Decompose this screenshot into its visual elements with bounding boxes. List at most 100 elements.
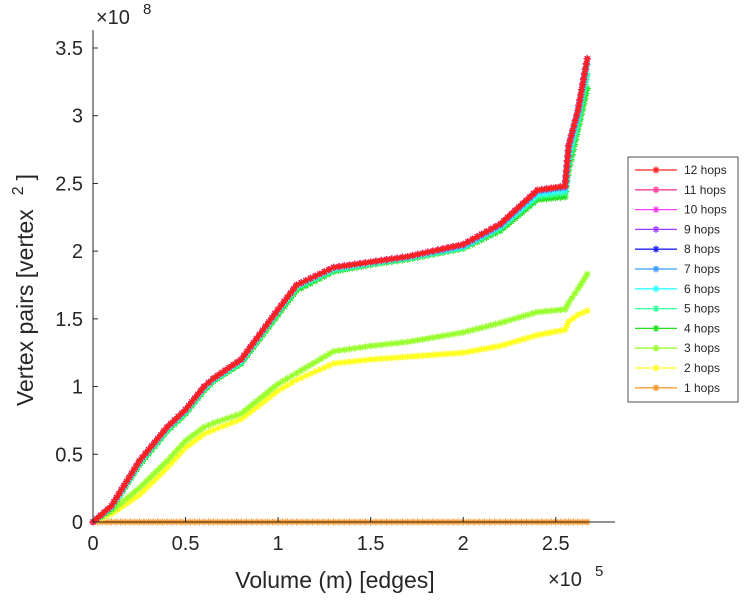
data-point-marker: [240, 351, 248, 359]
data-point-marker: [398, 353, 406, 361]
data-point-marker: [571, 290, 579, 298]
data-point-marker: [377, 355, 385, 363]
data-point-marker: [439, 245, 447, 253]
legend-marker-icon: [652, 166, 660, 174]
data-point-marker: [578, 86, 586, 94]
data-point-marker: [185, 441, 193, 449]
data-point-marker: [286, 289, 294, 297]
y-tick-label: 3: [72, 106, 83, 128]
data-point-marker: [330, 263, 338, 271]
data-point-marker: [356, 357, 364, 365]
data-point-marker: [565, 318, 573, 326]
legend-marker-icon: [652, 344, 660, 352]
data-point-marker: [482, 344, 490, 352]
series-line: [92, 58, 589, 523]
data-point-marker: [205, 379, 213, 387]
data-point-marker: [297, 374, 305, 382]
data-point-marker: [583, 55, 591, 63]
data-point-marker: [576, 281, 584, 289]
data-point-marker: [383, 256, 391, 264]
data-point-marker: [270, 390, 278, 398]
data-point-marker: [182, 444, 190, 452]
data-point-marker: [547, 328, 555, 336]
y-tick-label: 0: [72, 512, 83, 534]
data-point-marker: [271, 310, 279, 318]
legend-item: 8 hops: [635, 242, 720, 256]
x-tick-label: 2.5: [542, 533, 570, 555]
legend-marker-icon: [652, 186, 660, 194]
data-point-marker: [571, 116, 579, 124]
data-point-marker: [424, 351, 432, 359]
data-point-marker: [568, 294, 576, 302]
data-point-marker: [200, 423, 208, 431]
data-point-marker: [434, 333, 442, 341]
data-point-marker: [120, 481, 128, 489]
y-tick-label: 0.5: [55, 444, 83, 466]
data-point-marker: [409, 337, 417, 345]
data-point-marker: [307, 370, 314, 378]
data-point-marker: [266, 393, 274, 401]
x-tick-label: 0.5: [172, 533, 200, 555]
data-point-marker: [579, 278, 587, 286]
series-12-hops: [89, 55, 591, 526]
data-point-marker: [473, 346, 481, 354]
data-point-marker: [268, 314, 276, 322]
data-point-marker: [538, 186, 546, 194]
series-line: [92, 58, 589, 523]
data-point-marker: [356, 343, 364, 351]
data-point-marker: [575, 101, 583, 109]
data-point-marker: [556, 183, 564, 191]
data-point-marker: [356, 260, 364, 268]
data-point-marker: [157, 431, 165, 439]
y-axis-label-sup: 2: [10, 186, 27, 195]
y-tick-label: 3.5: [55, 38, 83, 60]
data-point-marker: [154, 434, 162, 442]
data-point-marker: [565, 142, 573, 150]
data-point-marker: [340, 346, 348, 354]
data-point-marker: [335, 263, 343, 271]
data-point-marker: [351, 357, 359, 365]
legend-marker-icon: [652, 305, 660, 313]
legend-item: 12 hops: [635, 163, 727, 177]
data-point-marker: [567, 131, 575, 139]
legend-label: 7 hops: [684, 262, 720, 276]
x-exponent: 5: [595, 563, 603, 580]
data-point-marker: [232, 411, 240, 419]
series-line: [92, 74, 589, 523]
data-point-marker: [492, 223, 500, 231]
data-point-marker: [522, 196, 530, 204]
data-point-marker: [487, 225, 495, 233]
legend-marker-icon: [652, 364, 660, 372]
series-line: [92, 88, 589, 524]
data-point-marker: [194, 390, 202, 398]
data-point-marker: [217, 369, 225, 377]
data-point-marker: [570, 121, 578, 129]
data-point-marker: [346, 261, 354, 269]
series-2-hops: [89, 307, 591, 526]
data-point-marker: [252, 398, 260, 406]
y-tick-label: 2: [72, 241, 83, 263]
data-point-marker: [393, 339, 401, 347]
legend-label: 3 hops: [684, 341, 720, 355]
data-point-marker: [330, 347, 338, 355]
data-point-marker: [346, 345, 354, 353]
data-point-marker: [377, 256, 385, 264]
series-line: [92, 58, 589, 523]
data-point-marker: [419, 335, 427, 343]
data-point-marker: [361, 343, 369, 351]
legend-item: 10 hops: [635, 203, 727, 217]
y-axis-label-main: Vertex pairs [vertex: [12, 209, 38, 406]
legend-marker-icon: [652, 285, 660, 293]
data-point-marker: [200, 383, 208, 391]
data-point-marker: [133, 461, 141, 469]
data-point-marker: [526, 193, 534, 201]
data-point-marker: [569, 314, 577, 322]
y-axis-label-close: ]: [12, 174, 38, 180]
data-point-marker: [393, 354, 401, 362]
data-point-marker: [311, 272, 319, 280]
data-point-marker: [468, 347, 476, 355]
series-9-hops: [89, 55, 591, 526]
data-point-marker: [335, 347, 343, 355]
series-line: [92, 64, 589, 523]
